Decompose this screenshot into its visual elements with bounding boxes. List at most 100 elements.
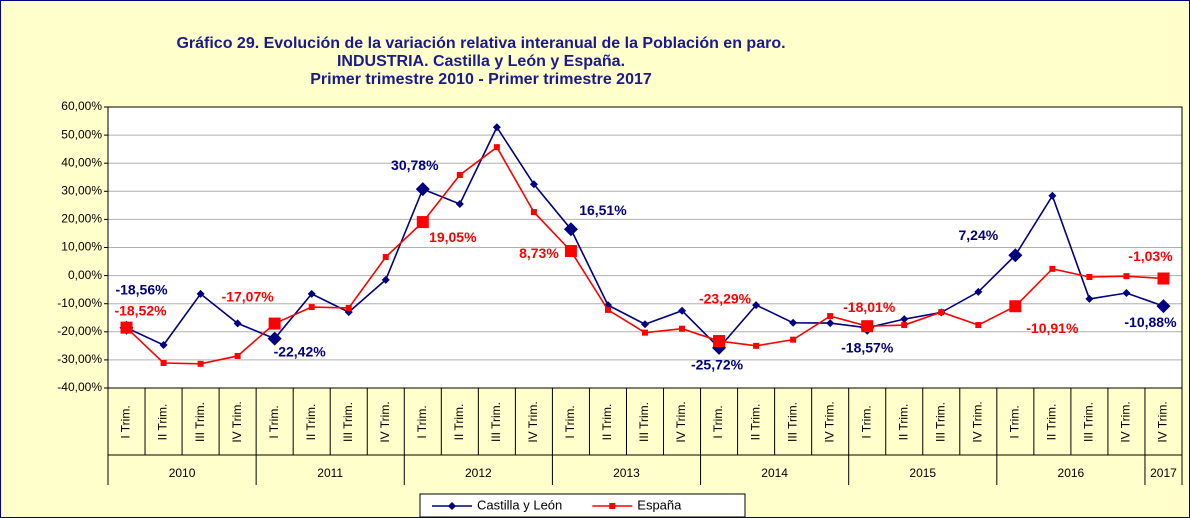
data-point [642, 329, 648, 336]
group-label: 2012 [465, 466, 492, 480]
x-tick-label: III Trim. [785, 402, 799, 442]
x-tick-label: IV Trim. [1119, 401, 1133, 442]
legend-label: Castilla y León [477, 497, 562, 512]
x-tick-label: II Trim. [1045, 404, 1059, 441]
data-label: -22,42% [274, 343, 327, 359]
x-tick-label: II Trim. [304, 404, 318, 441]
data-point [492, 123, 501, 132]
data-point [1049, 265, 1056, 272]
legend-label: España [637, 497, 682, 512]
data-point [1122, 289, 1131, 298]
data-point [120, 321, 133, 334]
data-point [234, 352, 241, 359]
y-tick-label: 40,00% [61, 155, 102, 169]
x-tick-label: IV Trim. [526, 401, 540, 442]
y-tick-label: 0,00% [68, 268, 102, 282]
y-tick-label: 50,00% [61, 127, 102, 141]
data-point [826, 319, 835, 328]
x-tick-label: IV Trim. [378, 401, 392, 442]
data-label: -23,29% [699, 291, 752, 307]
x-tick-label: I Trim. [267, 405, 281, 438]
legend-marker [448, 502, 456, 510]
data-point [901, 322, 908, 329]
data-point [827, 313, 834, 320]
data-label: -10,91% [1026, 320, 1079, 336]
data-point [641, 320, 649, 329]
data-point [713, 335, 726, 348]
data-point [529, 180, 538, 189]
group-label: 2010 [169, 466, 196, 480]
x-tick-label: IV Trim. [674, 401, 688, 442]
data-point [530, 209, 537, 216]
data-point [160, 359, 167, 366]
x-tick-label: IV Trim. [230, 401, 244, 442]
data-point [307, 289, 316, 298]
data-point [900, 315, 909, 324]
data-point [456, 172, 463, 179]
x-tick-label: III Trim. [933, 402, 947, 442]
data-point [975, 322, 982, 329]
y-tick-label: 20,00% [61, 212, 102, 226]
data-point [1157, 272, 1170, 285]
data-point [268, 317, 281, 330]
x-tick-label: III Trim. [341, 402, 355, 442]
data-label: -18,57% [841, 339, 894, 355]
data-point [789, 318, 798, 327]
y-tick-label: -10,00% [57, 296, 102, 310]
data-point [197, 360, 204, 367]
group-label: 2016 [1058, 466, 1085, 480]
group-label: 2013 [613, 466, 640, 480]
data-point [196, 289, 205, 298]
y-tick-label: -30,00% [57, 352, 102, 366]
data-point [974, 287, 983, 296]
x-tick-label: II Trim. [156, 404, 170, 441]
data-point [564, 245, 577, 258]
data-point [1085, 294, 1094, 303]
x-tick-label: III Trim. [489, 402, 503, 442]
data-point [1123, 273, 1130, 280]
data-point [1048, 191, 1057, 200]
data-point [790, 336, 797, 343]
data-point [382, 254, 389, 261]
x-tick-label: II Trim. [896, 404, 910, 441]
x-tick-label: I Trim. [415, 405, 429, 438]
data-point [308, 304, 315, 311]
data-label: 19,05% [429, 229, 477, 245]
x-tick-label: IV Trim. [1156, 401, 1170, 442]
data-point [604, 306, 611, 313]
data-point [416, 216, 429, 229]
x-tick-label: III Trim. [193, 402, 207, 442]
x-tick-label: III Trim. [1082, 402, 1096, 442]
plot-border [107, 106, 1183, 389]
data-point [1156, 299, 1171, 314]
data-label: -1,03% [1128, 248, 1173, 264]
x-tick-label: III Trim. [637, 402, 651, 442]
group-label: 2011 [317, 466, 343, 480]
data-point [1009, 300, 1022, 313]
x-tick-label: I Trim. [859, 405, 873, 438]
legend-marker [609, 503, 616, 509]
data-point [938, 309, 945, 316]
data-point [1008, 248, 1023, 263]
x-tick-label: II Trim. [600, 404, 614, 441]
x-tick-label: I Trim. [119, 405, 133, 438]
data-point [233, 319, 242, 328]
x-tick-label: I Trim. [1008, 405, 1022, 438]
legend-box [419, 493, 746, 518]
data-point [455, 199, 464, 208]
data-point [159, 341, 168, 350]
data-label: 16,51% [579, 202, 627, 218]
y-tick-label: -40,00% [57, 380, 102, 394]
chart-title: Primer trimestre 2010 - Primer trimestre… [310, 71, 652, 88]
data-point [267, 331, 282, 346]
data-point [381, 275, 390, 284]
data-label: -18,56% [115, 281, 168, 297]
data-point [345, 304, 352, 311]
y-tick-label: -20,00% [57, 324, 102, 338]
data-label: -18,01% [843, 299, 896, 315]
x-tick-label: I Trim. [711, 405, 725, 438]
x-tick-label: II Trim. [748, 404, 762, 441]
data-point [678, 306, 687, 315]
x-tick-label: II Trim. [452, 404, 466, 441]
